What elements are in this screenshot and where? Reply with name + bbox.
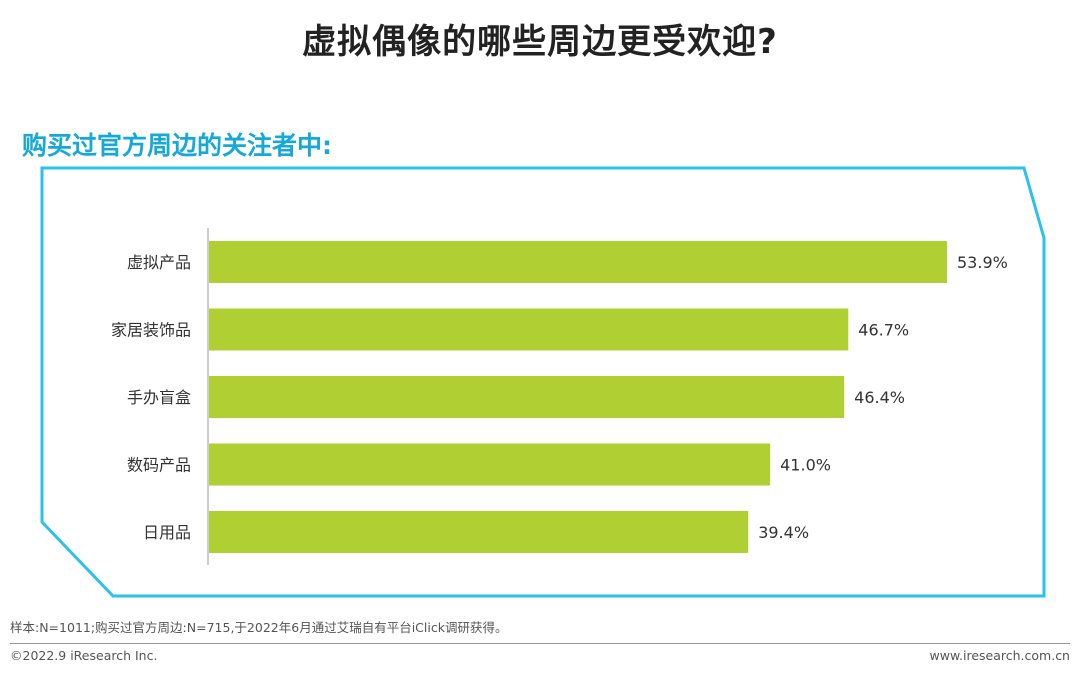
bar	[209, 443, 771, 486]
chart-title: 购买过官方周边的关注者中:	[22, 131, 332, 160]
value-label: 39.4%	[758, 523, 809, 542]
category-label: 手办盲盒	[127, 388, 191, 407]
value-label: 41.0%	[780, 456, 831, 475]
category-label: 家居装饰品	[111, 321, 191, 340]
website-text: www.iresearch.com.cn	[929, 648, 1071, 663]
copyright-text: ©2022.9 iResearch Inc.	[10, 648, 158, 663]
category-label: 日用品	[143, 523, 191, 542]
bar	[209, 308, 849, 351]
bar	[209, 511, 749, 553]
footer-divider	[10, 643, 1070, 644]
bar	[209, 241, 947, 283]
bar	[209, 376, 845, 418]
value-label: 53.9%	[957, 253, 1008, 272]
category-label: 数码产品	[127, 456, 191, 475]
category-label: 虚拟产品	[127, 253, 191, 272]
frame-border	[40, 166, 1046, 598]
value-label: 46.4%	[854, 388, 905, 407]
value-label: 46.7%	[858, 321, 909, 340]
sample-note: 样本:N=1011;购买过官方周边:N=715,于2022年6月通过艾瑞自有平台…	[10, 620, 508, 635]
bars-layer: 虚拟产品 53.9% 家居装饰品 46.7% 手办盲盒 46.4% 数码产品 41.0% 日用品…	[111, 241, 1008, 553]
page-title: 虚拟偶像的哪些周边更受欢迎?	[302, 22, 778, 62]
